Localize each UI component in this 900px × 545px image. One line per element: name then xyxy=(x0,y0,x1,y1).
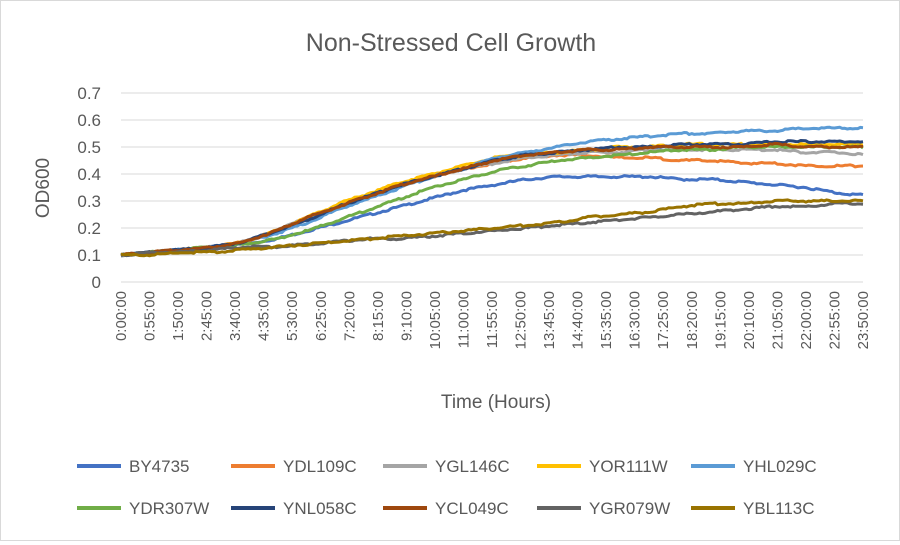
x-tick-label: 22:00:00 xyxy=(798,291,815,349)
legend: BY4735 YDL109C YGL146C YOR111W YHL029C YDR307… xyxy=(77,457,817,518)
x-tick-label: 17:25:00 xyxy=(655,291,672,349)
x-tick-label: 21:05:00 xyxy=(769,291,786,349)
legend-label: YCL049C xyxy=(435,499,509,518)
legend-label: YBL113C xyxy=(743,499,815,518)
x-tick-label: 16:30:00 xyxy=(627,291,644,349)
x-tick-label: 8:15:00 xyxy=(370,291,387,341)
x-tick-label: 9:10:00 xyxy=(398,291,415,341)
y-tick-label: 0.1 xyxy=(77,246,101,265)
x-tick-label: 7:20:00 xyxy=(341,291,358,341)
y-tick-label: 0 xyxy=(92,273,101,292)
x-tick-label: 5:30:00 xyxy=(284,291,301,341)
x-tick-label: 12:50:00 xyxy=(513,291,530,349)
x-tick-label: 20:10:00 xyxy=(741,291,758,349)
x-tick-label: 11:55:00 xyxy=(484,291,501,348)
y-tick-label: 0.5 xyxy=(77,138,101,157)
x-tick-label: 1:50:00 xyxy=(170,291,187,341)
legend-label: YDL109C xyxy=(283,457,357,476)
x-tick-label: 6:25:00 xyxy=(313,291,330,341)
x-tick-label: 22:55:00 xyxy=(826,291,843,349)
legend-label: YDR307W xyxy=(129,499,209,518)
x-tick-label: 10:05:00 xyxy=(427,291,444,349)
y-tick-label: 0.4 xyxy=(77,165,101,184)
series-line-ygr079w xyxy=(120,201,864,258)
x-tick-label: 0:55:00 xyxy=(142,291,159,341)
x-tick-label: 23:50:00 xyxy=(855,291,872,349)
series-line-ydl109c xyxy=(120,152,864,257)
y-axis-label: OD600 xyxy=(33,158,54,218)
x-tick-label: 11:00:00 xyxy=(455,291,472,348)
legend-label: YGR079W xyxy=(589,499,670,518)
y-tick-label: 0.7 xyxy=(77,84,101,103)
series-line-ybl113c xyxy=(120,198,864,258)
x-tick-label: 4:35:00 xyxy=(256,291,273,341)
x-tick-label: 19:15:00 xyxy=(712,291,729,349)
y-tick-label: 0.6 xyxy=(77,111,101,130)
x-tick-label: 0:00:00 xyxy=(113,291,130,341)
x-axis-label: Time (Hours) xyxy=(441,392,551,413)
series-line-ycl049c xyxy=(120,141,864,257)
chart-title: Non-Stressed Cell Growth xyxy=(306,29,596,57)
y-tick-label: 0.3 xyxy=(77,192,101,211)
x-tick-label: 3:40:00 xyxy=(227,291,244,341)
series-lines xyxy=(120,125,864,258)
legend-label: YGL146C xyxy=(435,457,510,476)
legend-label: BY4735 xyxy=(129,457,190,476)
legend-label: YOR111W xyxy=(589,457,668,476)
gridlines xyxy=(121,92,863,283)
x-tick-label: 2:45:00 xyxy=(199,291,216,341)
x-axis-ticks: 0:00:00 0:55:00 1:50:00 2:45:00 3:40:00 4:35:… xyxy=(113,291,872,349)
x-tick-label: 14:40:00 xyxy=(570,291,587,349)
x-tick-label: 15:35:00 xyxy=(598,291,615,349)
x-tick-label: 13:45:00 xyxy=(541,291,558,349)
legend-label: YNL058C xyxy=(283,499,357,518)
x-tick-label: 18:20:00 xyxy=(684,291,701,349)
y-tick-label: 0.2 xyxy=(77,219,101,238)
y-axis-ticks: 0 0.1 0.2 0.3 0.4 0.5 0.6 0.7 xyxy=(77,84,101,292)
legend-label: YHL029C xyxy=(743,457,817,476)
